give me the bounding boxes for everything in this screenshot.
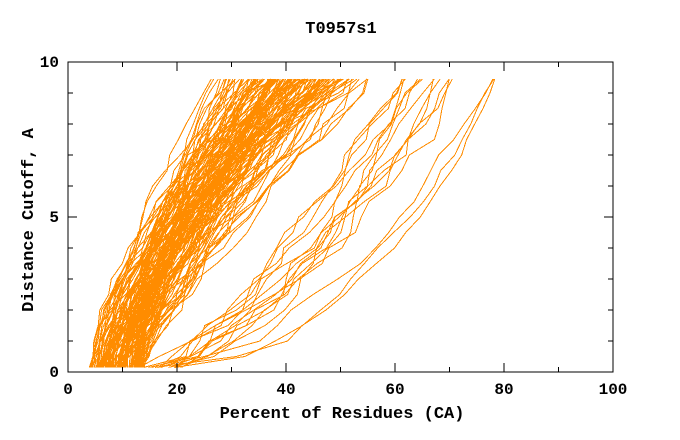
model-curve [173,78,450,368]
chart-title: T0957s1 [305,20,376,39]
model-curve [143,78,403,368]
model-curve [174,78,418,368]
y-tick-label: 10 [40,54,59,72]
model-curve [126,78,251,368]
model-curve [119,78,339,368]
model-curve [169,78,421,368]
model-curve [102,78,339,368]
x-tick-label: 60 [385,381,404,399]
model-curve [99,78,236,368]
model-curve [115,78,255,368]
model-curve [175,78,495,368]
model-curve [168,78,441,368]
axes-group [67,61,614,373]
x-tick-label: 80 [494,381,513,399]
model-curve [135,78,320,368]
y-tick-label: 5 [49,209,59,227]
model-curve [148,78,434,368]
model-curves-group [88,78,496,368]
y-tick-label: 0 [49,364,59,382]
x-tick-label: 20 [167,381,186,399]
model-curve [124,78,269,368]
model-curve [130,78,279,368]
x-tick-label: 0 [63,381,73,399]
model-curve [180,78,435,368]
model-curve [161,78,423,368]
model-curve [142,78,320,368]
x-tick-label: 40 [276,381,295,399]
model-curve [119,78,272,368]
model-curve [91,78,304,368]
x-axis-label: Percent of Residues (CA) [220,405,465,424]
model-curve [141,78,353,368]
model-curve [107,78,265,368]
model-curve [106,78,212,368]
tick-labels-group: 0 20 40 60 80 100 0 5 10 [40,54,628,399]
model-curve [123,78,320,368]
model-curve [125,78,234,368]
model-curve [151,78,406,368]
model-curve [124,78,306,368]
y-axis-label: Distance Cutoff, A [20,127,39,311]
model-curve [119,78,295,368]
model-curve [97,78,308,368]
model-curve [130,78,368,368]
x-tick-label: 100 [599,381,628,399]
model-curve [156,78,494,368]
